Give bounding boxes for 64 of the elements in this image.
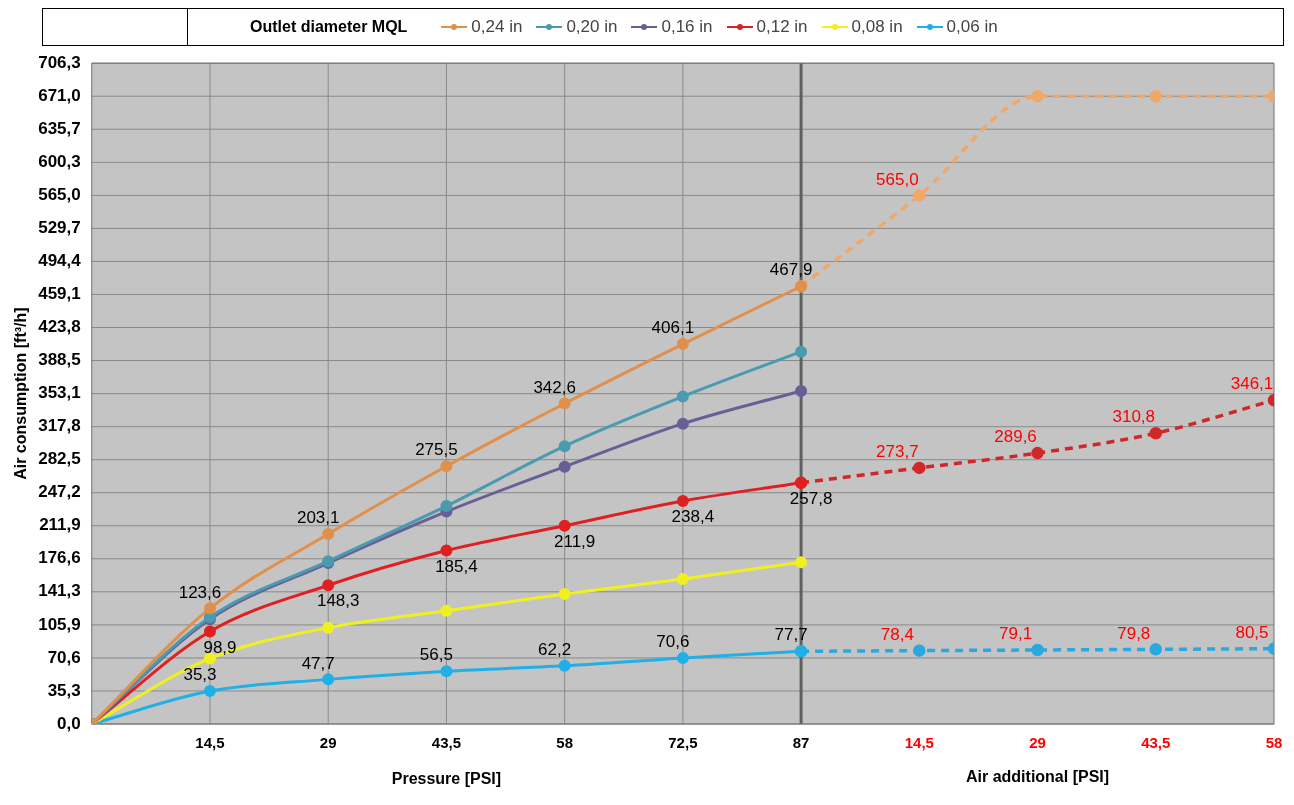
data-label: 35,3 bbox=[183, 665, 217, 685]
y-tick-label: 211,9 bbox=[39, 515, 81, 535]
data-label: 98,9 bbox=[203, 637, 237, 657]
data-label: 78,4 bbox=[880, 624, 914, 644]
legend-title: Outlet diameter MQL bbox=[250, 18, 408, 36]
x-axis-title: Pressure [PSI] bbox=[391, 770, 502, 788]
y-tick-label: 388,5 bbox=[38, 350, 81, 370]
y-tick-label: 35,3 bbox=[47, 680, 81, 700]
data-label: 56,5 bbox=[419, 645, 453, 665]
y-tick-label: 247,2 bbox=[38, 482, 81, 502]
y-tick-label: 529,7 bbox=[38, 218, 81, 238]
data-label: 342,6 bbox=[533, 377, 576, 397]
data-label: 123,6 bbox=[178, 582, 222, 602]
data-label: 310,8 bbox=[1112, 407, 1156, 427]
x-tick-label: 14,5 bbox=[195, 734, 225, 752]
data-label: 203,1 bbox=[296, 508, 340, 528]
data-label: 346,1 bbox=[1230, 374, 1274, 394]
data-label: 467,9 bbox=[769, 260, 813, 280]
legend-label: 0,24 in bbox=[471, 17, 523, 37]
y-tick-label: 671,0 bbox=[38, 85, 81, 105]
data-label: 77,7 bbox=[774, 625, 808, 645]
y-tick-label: 0,0 bbox=[57, 713, 81, 733]
y-tick-label: 282,5 bbox=[38, 449, 81, 469]
y-tick-label: 141,3 bbox=[38, 581, 81, 601]
legend-label: 0,12 in bbox=[756, 17, 808, 37]
legend-label: 0,08 in bbox=[851, 17, 903, 37]
data-label: 565,0 bbox=[876, 169, 919, 189]
data-label: 238,4 bbox=[671, 507, 715, 527]
y-tick-label: 105,9 bbox=[38, 614, 81, 634]
legend-label: 0,20 in bbox=[566, 17, 618, 37]
y-tick-label: 70,6 bbox=[47, 647, 81, 667]
x2-axis-title: Air additional [PSI] bbox=[965, 768, 1110, 786]
data-label: 289,6 bbox=[994, 427, 1037, 447]
y-tick-label: 706,3 bbox=[38, 52, 81, 72]
y-tick-label: 600,3 bbox=[38, 152, 81, 172]
y-tick-label: 176,6 bbox=[38, 548, 81, 568]
data-label: 79,1 bbox=[999, 624, 1033, 644]
data-label: 211,9 bbox=[554, 531, 596, 551]
data-label: 80,5 bbox=[1235, 622, 1269, 642]
y-tick-label: 353,1 bbox=[38, 383, 81, 403]
x-tick-label: 58 bbox=[556, 734, 573, 752]
y-tick-label: 459,1 bbox=[38, 284, 81, 304]
data-label: 79,8 bbox=[1117, 623, 1151, 643]
data-label: 273,7 bbox=[876, 442, 919, 462]
x-tick-label: 29 bbox=[319, 734, 337, 752]
legend-label: 0,16 in bbox=[661, 17, 713, 37]
legend-label: 0,06 in bbox=[946, 17, 998, 37]
data-label: 148,3 bbox=[316, 591, 360, 611]
x-tick-label: 72,5 bbox=[668, 734, 698, 752]
data-label: 406,1 bbox=[651, 318, 695, 338]
y-axis-title: Air consumption [ft³/h] bbox=[12, 307, 30, 480]
data-label: 185,4 bbox=[435, 556, 478, 576]
y-tick-label: 635,7 bbox=[38, 118, 81, 138]
data-label: 62,2 bbox=[538, 639, 572, 659]
x-tick-label: 87 bbox=[792, 734, 810, 752]
x-tick-label: 43,5 bbox=[431, 734, 462, 752]
y-tick-label: 423,8 bbox=[38, 317, 81, 337]
data-label: 257,8 bbox=[789, 489, 833, 508]
data-label: 275,5 bbox=[415, 440, 458, 460]
y-tick-label: 565,0 bbox=[38, 185, 81, 205]
data-label: 70,6 bbox=[656, 632, 690, 652]
y-tick-label: 494,4 bbox=[38, 251, 82, 271]
y-tick-label: 317,8 bbox=[38, 416, 81, 436]
data-label: 47,7 bbox=[301, 653, 335, 673]
